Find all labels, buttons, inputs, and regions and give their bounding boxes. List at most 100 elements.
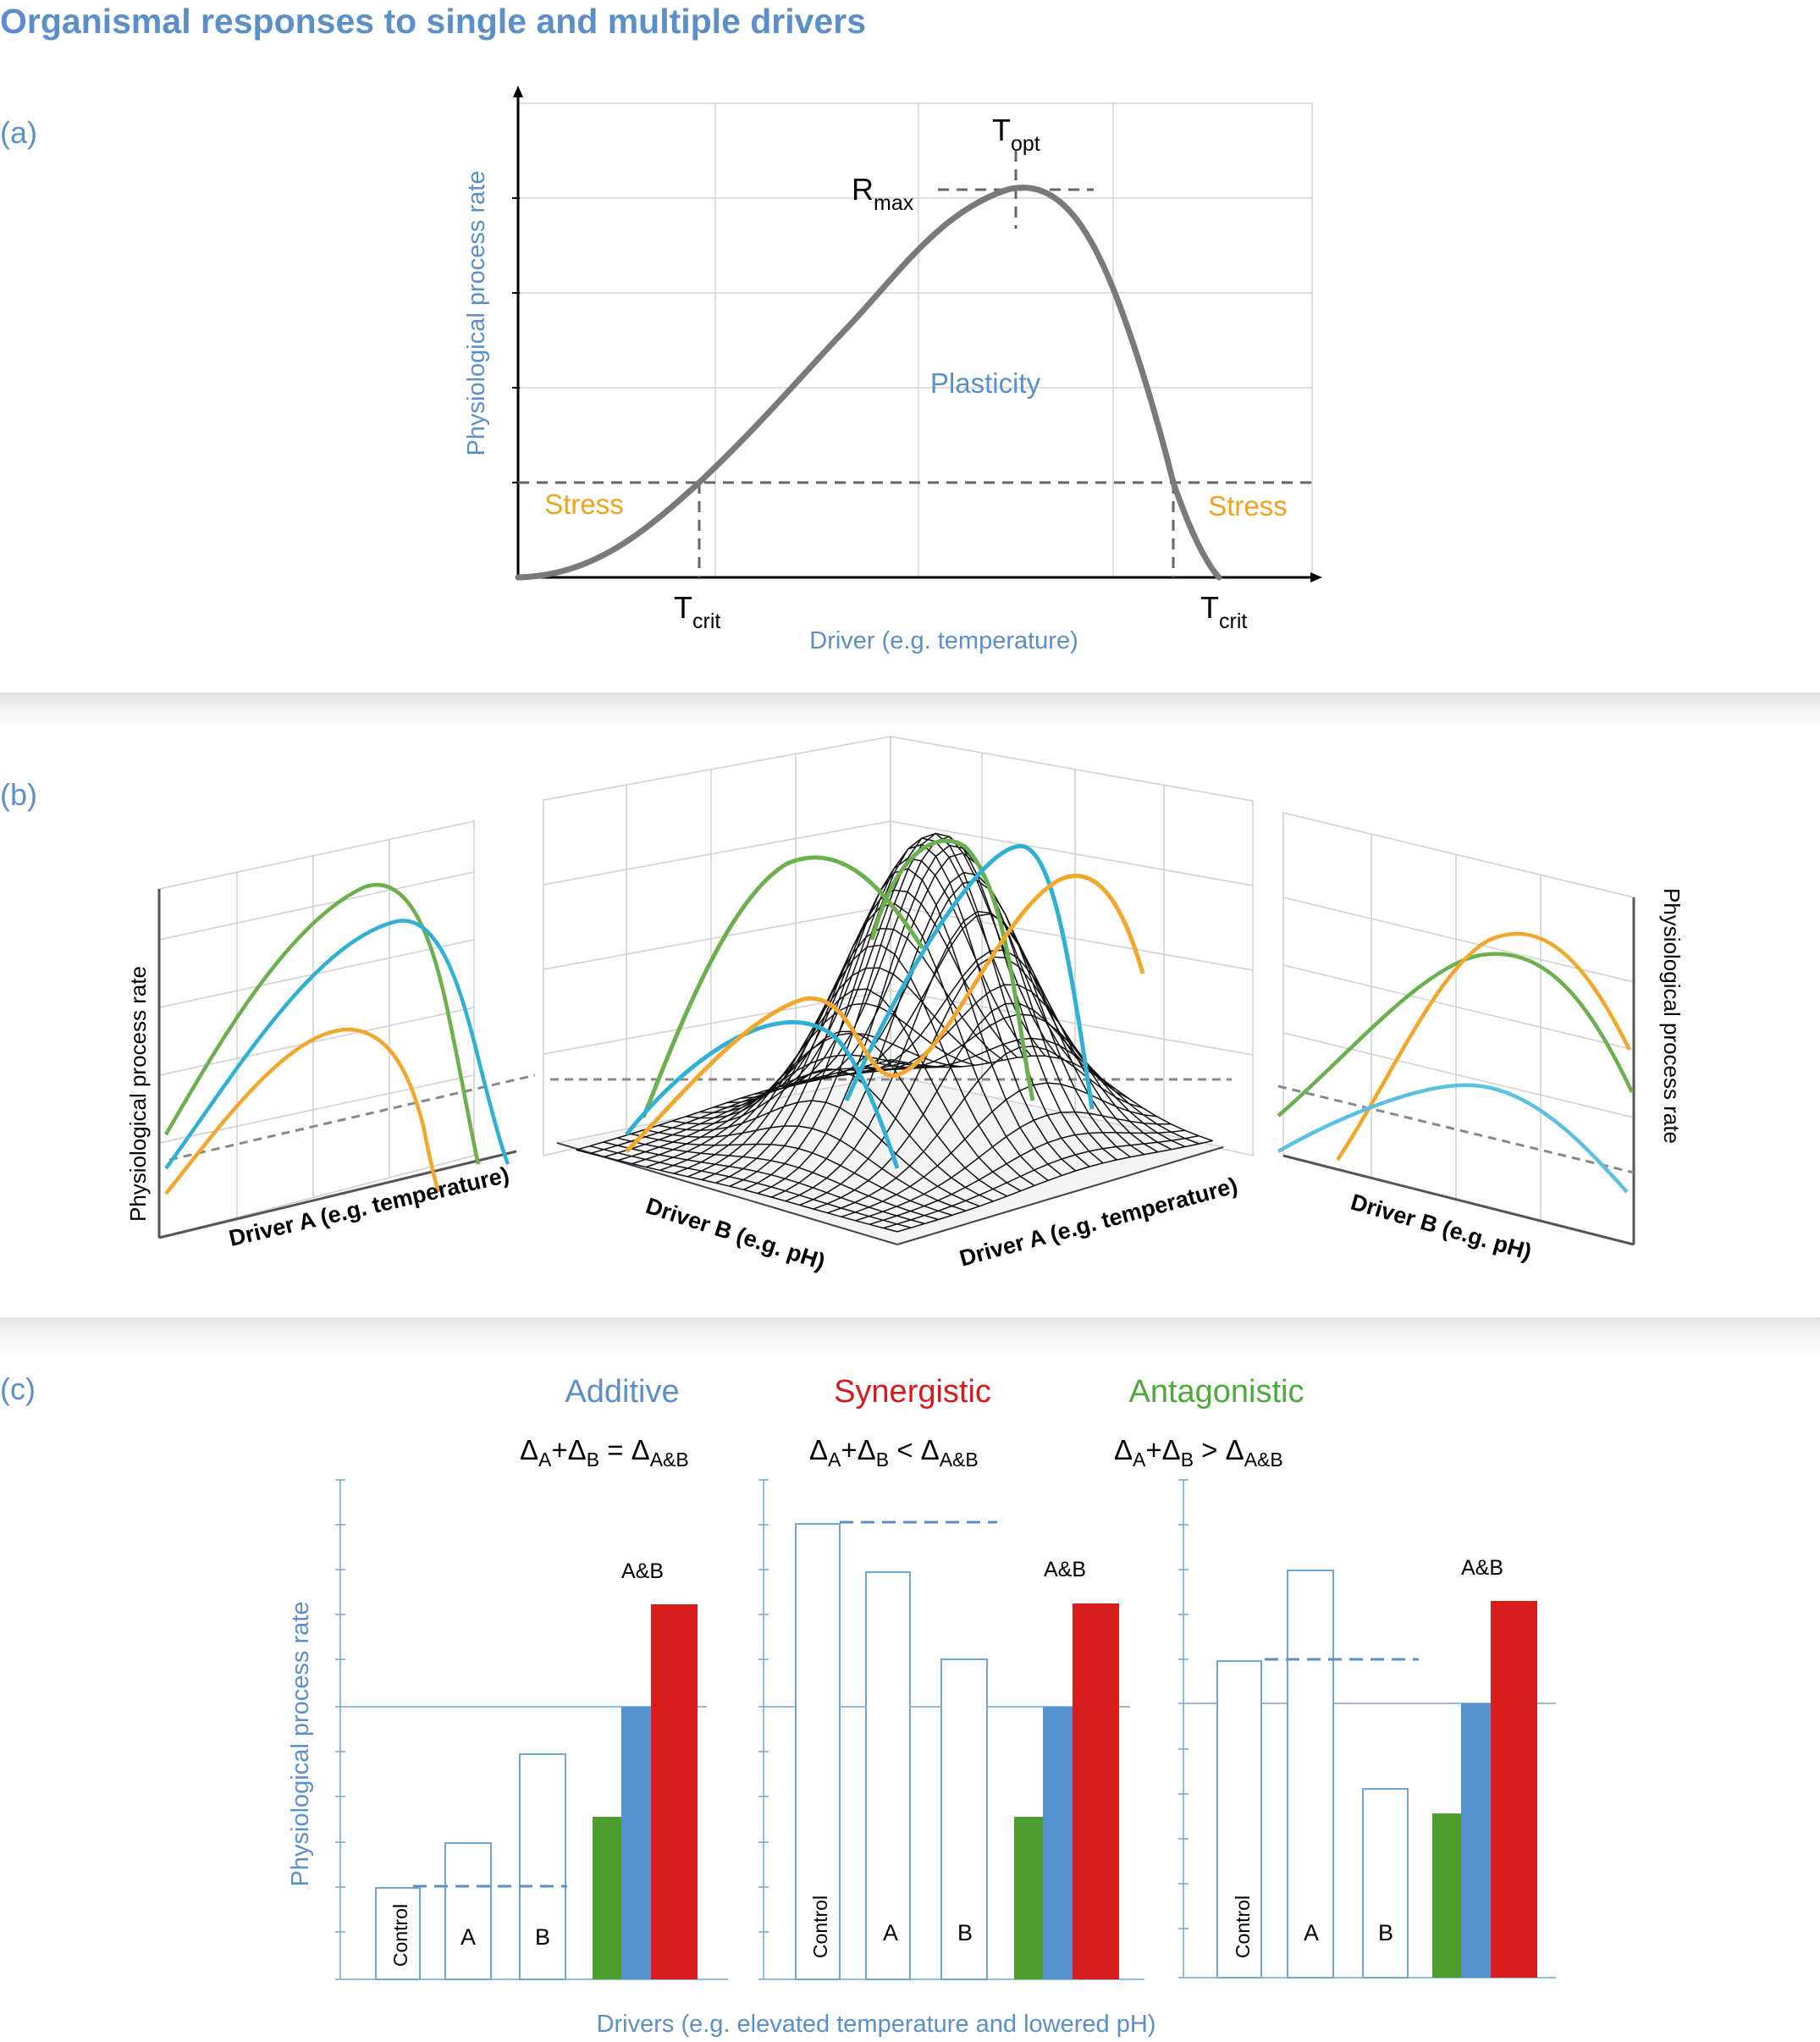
mesh-line bbox=[687, 928, 1004, 1178]
topt-label: Topt bbox=[992, 113, 1040, 156]
tcrit-right-label: Tcrit bbox=[1200, 590, 1247, 633]
additive-bar-a bbox=[444, 1842, 492, 1980]
panel-b-left-xlabel: Driver A (e.g. temperature) bbox=[227, 1162, 512, 1251]
antagonistic-bar-a bbox=[1287, 1570, 1334, 1979]
mesh-line bbox=[877, 1037, 1200, 1145]
panel-b-right-box-grid bbox=[1282, 812, 1635, 1245]
panel-b-left-plot: Physiological process rate Driver A (e.g… bbox=[125, 820, 536, 1251]
panel-b-right-orange-curve bbox=[1336, 931, 1632, 1162]
surface-curves bbox=[625, 838, 1145, 1169]
panel-b-left-box-grid bbox=[158, 820, 475, 1239]
tcrit-left-label: Tcrit bbox=[674, 590, 720, 633]
additive-label-ab: A&B bbox=[621, 1559, 664, 1583]
panel-b-right-plot: Physiological process rate Driver B (e.g… bbox=[1277, 812, 1685, 1266]
panel-c: Additive Synergistic Antagonistic ΔA+ΔB … bbox=[287, 1374, 1556, 2038]
header-antagonistic: Antagonistic bbox=[1128, 1374, 1304, 1410]
synergistic-bar-a bbox=[865, 1571, 911, 1980]
header-additive: Additive bbox=[565, 1374, 679, 1410]
mesh-line bbox=[603, 1141, 925, 1225]
mesh-line bbox=[757, 844, 1074, 1195]
panel-a: Physiological process rate Driver (e.g. … bbox=[463, 86, 1322, 654]
panel-c-letter: (c) bbox=[0, 1371, 36, 1406]
rmax-label: Rmax bbox=[852, 172, 914, 215]
panel-b-left-ylabel: Physiological process rate bbox=[125, 966, 151, 1222]
additive-bar-control bbox=[375, 1887, 421, 1980]
panel-a-ylabel: Physiological process rate bbox=[463, 171, 490, 456]
synergistic-label-control: Control bbox=[809, 1896, 831, 1958]
mesh-line bbox=[589, 1145, 912, 1228]
mesh-line bbox=[891, 1055, 1213, 1142]
additive-bar-b bbox=[519, 1753, 566, 1980]
synergistic-label-a: A bbox=[883, 1920, 898, 1945]
antagonistic-label-b: B bbox=[1378, 1920, 1393, 1945]
header-synergistic: Synergistic bbox=[834, 1374, 991, 1410]
additive-bar-red bbox=[651, 1604, 698, 1979]
surface-orange-curve bbox=[625, 874, 1145, 1153]
panel-b-left-green-curve bbox=[164, 883, 481, 1165]
mesh-line bbox=[841, 1082, 1157, 1218]
antagonistic-label-control: Control bbox=[1232, 1896, 1254, 1958]
panel-b-right-xlabel: Driver B (e.g. pH) bbox=[1348, 1189, 1534, 1266]
mesh-line bbox=[768, 832, 1090, 1167]
mesh-line bbox=[869, 1129, 1185, 1225]
mesh-line bbox=[645, 1032, 962, 1168]
page-title: Organismal responses to single and multi… bbox=[0, 2, 867, 41]
panel-a-xlabel: Driver (e.g. temperature) bbox=[809, 627, 1078, 654]
surface-green-curve bbox=[641, 838, 1035, 1118]
additive-label-control: Control bbox=[389, 1904, 411, 1967]
mesh-line bbox=[726, 902, 1049, 1181]
antagonistic-bar-control bbox=[1216, 1660, 1262, 1979]
antagonistic-label-ab: A&B bbox=[1461, 1556, 1503, 1580]
mesh-line bbox=[576, 1149, 898, 1233]
mesh-line bbox=[616, 1137, 939, 1221]
panel-a-stress-right: Stress bbox=[1208, 490, 1288, 522]
mesh-line bbox=[673, 967, 990, 1174]
mesh-line bbox=[701, 889, 1018, 1181]
antagonistic-bar-b bbox=[1362, 1788, 1409, 1979]
mesh-line bbox=[699, 988, 1022, 1192]
bar-chart-antagonistic: Control A B A&B bbox=[1178, 1479, 1556, 1979]
mesh-line bbox=[771, 871, 1088, 1198]
formula-additive: ΔA+ΔB = ΔA&B bbox=[520, 1434, 689, 1471]
antagonistic-bar-red bbox=[1491, 1601, 1537, 1978]
panel-a-performance-curve bbox=[515, 185, 1222, 581]
panel-c-xlabel: Drivers (e.g. elevated temperature and l… bbox=[597, 2011, 1156, 2038]
panel-a-letter: (a) bbox=[0, 115, 37, 150]
surface-cyan-curve bbox=[625, 844, 1095, 1169]
panel-b-left-threshold bbox=[168, 1073, 536, 1162]
panel-b-left-cyan-curve bbox=[164, 919, 510, 1170]
panel-b-letter: (b) bbox=[0, 777, 37, 812]
panel-separator-2 bbox=[0, 1317, 1820, 1361]
formula-antagonistic: ΔA+ΔB > ΔA&B bbox=[1114, 1434, 1283, 1471]
antagonistic-label-a: A bbox=[1304, 1920, 1319, 1945]
mesh-line bbox=[671, 1068, 994, 1202]
mesh-line bbox=[855, 1111, 1172, 1222]
synergistic-bar-b bbox=[940, 1658, 988, 1980]
panel-b-right-ylabel: Physiological process rate bbox=[1659, 888, 1685, 1144]
synergistic-label-ab: A&B bbox=[1044, 1558, 1086, 1581]
mesh-line bbox=[813, 1002, 1129, 1210]
formula-synergistic: ΔA+ΔB < ΔA&B bbox=[809, 1434, 979, 1471]
panel-b-right-threshold bbox=[1277, 1084, 1635, 1174]
mesh-line bbox=[631, 1133, 953, 1217]
bar-chart-additive: Control A B A&B bbox=[335, 1479, 728, 1980]
mesh-line bbox=[686, 1030, 1007, 1197]
panel-a-grid bbox=[518, 102, 1313, 577]
panel-a-stress-left: Stress bbox=[544, 488, 624, 520]
mesh-line bbox=[827, 1045, 1144, 1214]
mesh-line bbox=[896, 1140, 1213, 1233]
synergistic-bar-control bbox=[795, 1523, 841, 1980]
additive-label-b: B bbox=[535, 1924, 550, 1950]
panel-a-dashed-guides bbox=[518, 151, 1312, 577]
mesh-line bbox=[658, 1100, 980, 1207]
panel-b-right-green-curve bbox=[1277, 952, 1635, 1118]
mesh-line bbox=[659, 1002, 976, 1172]
panel-c-ylabel: Physiological process rate bbox=[287, 1602, 314, 1887]
synergistic-label-b: B bbox=[957, 1920, 973, 1945]
panel-separator-1 bbox=[0, 693, 1820, 737]
additive-label-a: A bbox=[461, 1924, 476, 1950]
panel-a-plasticity-label: Plasticity bbox=[930, 367, 1041, 399]
mesh-line bbox=[850, 984, 1172, 1151]
panel-b-center-plot: Driver B (e.g. pH) Driver A (e.g. temper… bbox=[543, 736, 1254, 1275]
mesh-line bbox=[715, 858, 1032, 1184]
